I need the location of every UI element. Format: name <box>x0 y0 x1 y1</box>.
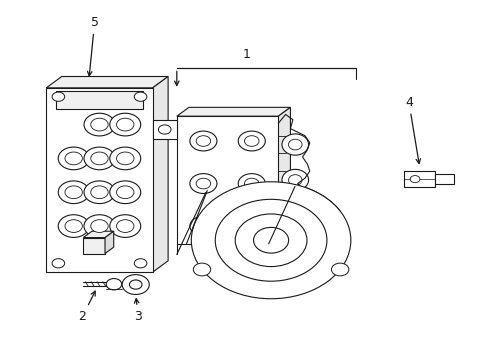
Bar <box>152 120 177 139</box>
Text: 2: 2 <box>79 291 95 323</box>
Circle shape <box>91 118 108 131</box>
Ellipse shape <box>282 205 308 226</box>
Circle shape <box>84 215 115 238</box>
Ellipse shape <box>288 139 302 150</box>
Circle shape <box>238 216 265 236</box>
Polygon shape <box>105 231 114 253</box>
Circle shape <box>116 220 134 233</box>
Circle shape <box>116 118 134 131</box>
Circle shape <box>91 186 108 199</box>
Circle shape <box>189 174 217 193</box>
Ellipse shape <box>282 169 308 191</box>
Circle shape <box>215 199 326 281</box>
Circle shape <box>238 131 265 151</box>
Polygon shape <box>284 208 301 222</box>
Bar <box>56 91 142 109</box>
Ellipse shape <box>288 175 302 185</box>
Text: 3: 3 <box>134 299 142 323</box>
Circle shape <box>91 152 108 165</box>
Circle shape <box>65 152 82 165</box>
Circle shape <box>238 174 265 193</box>
Circle shape <box>244 178 259 189</box>
Circle shape <box>52 92 64 101</box>
Bar <box>83 238 105 253</box>
Circle shape <box>65 186 82 199</box>
Circle shape <box>52 259 64 268</box>
Circle shape <box>191 182 350 299</box>
Circle shape <box>58 147 89 170</box>
Circle shape <box>189 216 217 236</box>
Circle shape <box>196 221 210 231</box>
Circle shape <box>109 113 141 136</box>
Circle shape <box>409 176 419 183</box>
Polygon shape <box>46 77 168 88</box>
Bar <box>403 171 435 187</box>
Circle shape <box>134 259 146 268</box>
Circle shape <box>109 147 141 170</box>
Text: 5: 5 <box>87 16 99 76</box>
Circle shape <box>65 220 82 233</box>
Circle shape <box>106 279 122 290</box>
Ellipse shape <box>282 134 308 155</box>
Circle shape <box>116 186 134 199</box>
Polygon shape <box>177 107 290 116</box>
Text: 4: 4 <box>404 95 420 163</box>
Bar <box>177 116 278 244</box>
Circle shape <box>193 263 210 276</box>
Circle shape <box>91 220 108 233</box>
Ellipse shape <box>288 210 302 221</box>
Circle shape <box>58 181 89 204</box>
Circle shape <box>196 136 210 146</box>
Polygon shape <box>152 77 168 272</box>
Circle shape <box>235 214 306 266</box>
Circle shape <box>129 280 142 289</box>
Circle shape <box>331 263 348 276</box>
Circle shape <box>122 275 149 294</box>
Circle shape <box>84 147 115 170</box>
Circle shape <box>58 215 89 238</box>
Circle shape <box>244 221 259 231</box>
Circle shape <box>116 152 134 165</box>
Bar <box>435 174 453 184</box>
Circle shape <box>158 125 171 134</box>
Polygon shape <box>278 107 290 244</box>
Text: 1: 1 <box>243 48 250 61</box>
Circle shape <box>84 181 115 204</box>
Circle shape <box>84 113 115 136</box>
Polygon shape <box>83 231 114 238</box>
Circle shape <box>244 136 259 146</box>
Circle shape <box>253 228 288 253</box>
Circle shape <box>109 181 141 204</box>
Bar <box>46 88 152 272</box>
Circle shape <box>134 92 146 101</box>
Circle shape <box>189 131 217 151</box>
Circle shape <box>196 178 210 189</box>
Circle shape <box>109 215 141 238</box>
